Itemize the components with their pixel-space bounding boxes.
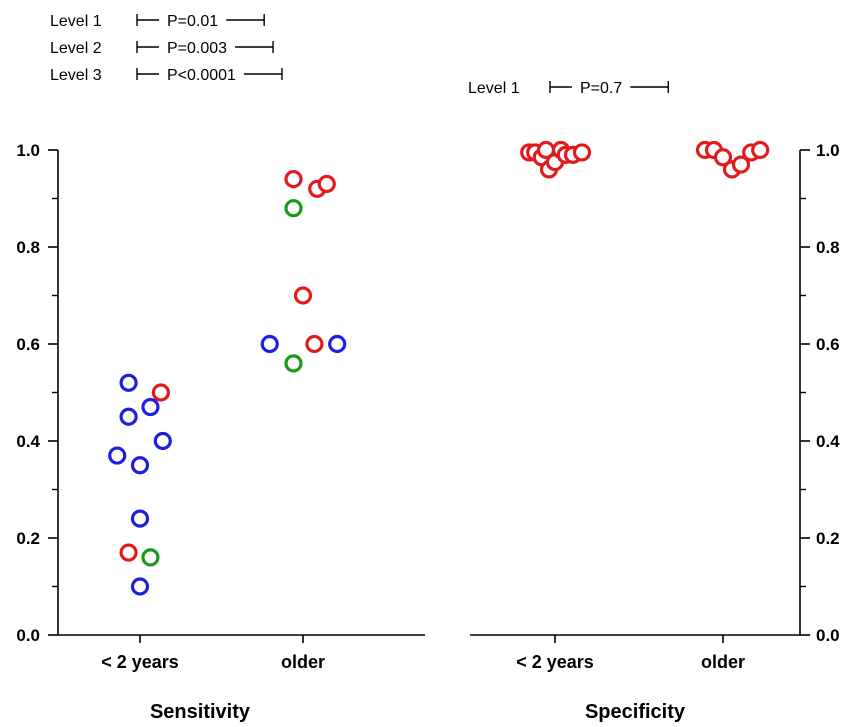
data-point-level-2 <box>284 199 303 218</box>
x-tick-label: older <box>281 652 325 672</box>
data-point-level-1 <box>151 383 170 402</box>
y-tick-label: 0.6 <box>16 335 40 354</box>
comparison-label: Level 2 <box>50 40 102 57</box>
comparison-p-value: P=0.003 <box>167 40 227 57</box>
comparison-label: Level 1 <box>468 80 520 97</box>
sensitivity-panel: 0.0 0.2 0.4 0.6 0.8 1.0 < 2 years older Sensitiv… <box>16 13 425 723</box>
y-tick-label: 0.2 <box>816 529 840 548</box>
y-tick-label: 0.8 <box>16 238 40 257</box>
data-point-level-1 <box>572 143 592 162</box>
data-point-level-3 <box>260 334 279 354</box>
data-point-level-1 <box>305 334 324 354</box>
comparison-p-value: P=0.01 <box>167 13 218 30</box>
data-point-level-3 <box>119 407 138 426</box>
data-point-level-1 <box>751 140 770 160</box>
data-point-level-3 <box>130 577 150 596</box>
y-tick-label: 0.2 <box>16 529 40 548</box>
data-point-level-3 <box>328 334 347 354</box>
data-point-level-2 <box>284 354 303 373</box>
panel-title: Sensitivity <box>150 701 251 723</box>
data-point-level-1 <box>119 543 138 562</box>
y-tick-label: 0.0 <box>16 626 40 645</box>
y-tick-label: 1.0 <box>816 141 840 160</box>
data-point-level-1 <box>713 148 733 167</box>
specificity-panel: 0.0 0.2 0.4 0.6 0.8 1.0 < 2 years older Specific… <box>468 80 840 723</box>
comparison-label: Level 1 <box>50 13 102 30</box>
data-point-level-3 <box>141 397 160 417</box>
comparison-label: Level 3 <box>50 67 102 84</box>
y-tick-label: 0.6 <box>816 335 840 354</box>
data-point-level-1 <box>731 155 751 174</box>
y-tick-label: 1.0 <box>16 141 40 160</box>
data-point-level-3 <box>130 456 150 475</box>
data-point-level-3 <box>108 446 127 465</box>
panel-title: Specificity <box>585 701 686 723</box>
y-tick-label: 0.8 <box>816 238 840 257</box>
data-point-level-3 <box>130 509 150 528</box>
data-point-level-3 <box>153 431 172 451</box>
data-point-level-1 <box>293 286 313 305</box>
data-point-level-1 <box>317 174 336 194</box>
x-tick-label: < 2 years <box>101 652 179 672</box>
x-tick-label: older <box>701 652 745 672</box>
comparison-p-value: P=0.7 <box>580 80 622 97</box>
y-tick-label: 0.4 <box>816 432 840 451</box>
data-point-level-3 <box>119 373 138 392</box>
data-point-level-2 <box>141 548 160 567</box>
data-point-level-1 <box>284 170 303 189</box>
x-tick-label: < 2 years <box>516 652 594 672</box>
y-tick-label: 0.4 <box>16 432 40 451</box>
comparison-p-value: P<0.0001 <box>167 67 236 84</box>
y-tick-label: 0.0 <box>816 626 840 645</box>
